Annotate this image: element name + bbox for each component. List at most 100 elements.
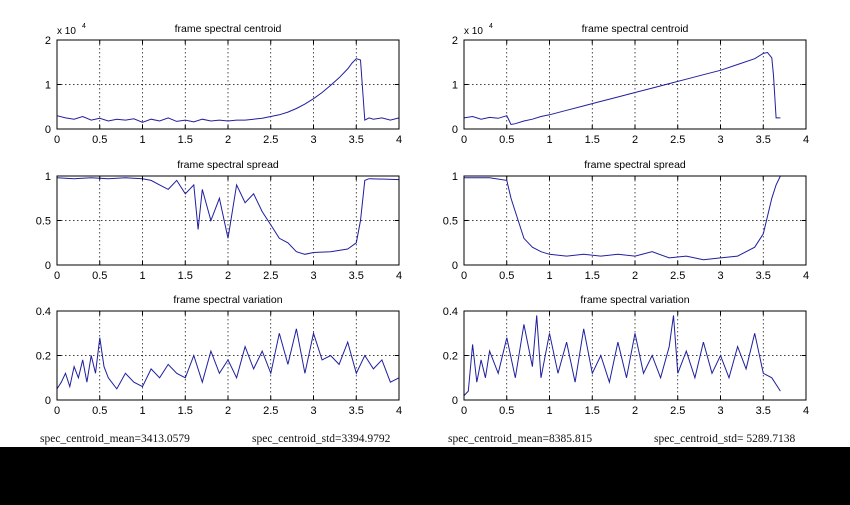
chart-panel-4: 0 0.5 1 1.5 2 2.5 3 3.5 4 0 0.5 1 frame spectral spr…	[443, 159, 809, 282]
y-tick-label: 0.5	[36, 216, 51, 228]
x-tick-label: 0	[461, 270, 467, 282]
data-series-line	[56, 177, 400, 255]
x-tick-label: 2	[632, 270, 638, 282]
data-series-line	[463, 51, 781, 126]
right-mean-stat: spec_centroid_mean=8385.815	[448, 433, 593, 445]
y-tick-label: 0.2	[443, 351, 458, 363]
chart-title: frame spectral centroid	[582, 23, 689, 35]
x-tick-label: 1.5	[178, 134, 193, 146]
data-series-line	[464, 175, 781, 261]
x-tick-label: 0	[461, 405, 467, 417]
x-tick-label: 0.5	[92, 270, 107, 282]
x-tick-label: 1	[139, 134, 145, 146]
right-std-stat: spec_centroid_std= 5289.7138	[654, 433, 796, 445]
x-tick-label: 1	[546, 270, 552, 282]
axis-multiplier: x 10	[464, 26, 483, 37]
x-tick-label: 2	[225, 405, 231, 417]
x-tick-label: 0.5	[92, 405, 107, 417]
axis-multiplier: x 10	[57, 26, 76, 37]
x-tick-label: 1	[139, 405, 145, 417]
chart-panel-2: 0 0.5 1 1.5 2 2.5 3 3.5 4 0 1 2 frame spectral centr…	[452, 23, 809, 146]
x-tick-label: 4	[803, 405, 809, 417]
x-tick-label: 2	[632, 134, 638, 146]
y-tick-label: 1	[45, 171, 51, 183]
x-tick-label: 3.5	[349, 405, 364, 417]
x-tick-label: 3	[717, 134, 723, 146]
x-tick-label: 1	[546, 405, 552, 417]
x-tick-label: 4	[396, 270, 402, 282]
x-tick-label: 1	[139, 270, 145, 282]
x-tick-label: 2.5	[670, 270, 685, 282]
chart-panel-5: 0 0.5 1 1.5 2 2.5 3 3.5 4 0 0.2 0.4 frame spectral v…	[36, 294, 402, 417]
x-tick-label: 3	[310, 134, 316, 146]
chart-title: frame spectral variation	[580, 294, 689, 306]
x-tick-label: 0.5	[499, 405, 514, 417]
x-tick-label: 2.5	[263, 405, 278, 417]
x-tick-label: 3	[310, 405, 316, 417]
chart-panel-1: 0 0.5 1 1.5 2 2.5 3 3.5 4 0 1 2 frame spectral centr…	[45, 23, 402, 146]
x-tick-label: 1.5	[585, 270, 600, 282]
axis-exponent: 4	[489, 23, 493, 30]
x-tick-label: 3	[717, 405, 723, 417]
x-tick-label: 2.5	[263, 270, 278, 282]
data-series-line	[56, 328, 400, 390]
x-tick-label: 4	[396, 405, 402, 417]
left-mean-stat: spec_centroid_mean=3413.0579	[40, 433, 190, 445]
x-tick-label: 0	[54, 405, 60, 417]
y-tick-label: 0.5	[443, 216, 458, 228]
x-tick-label: 0	[54, 270, 60, 282]
x-tick-label: 0	[461, 134, 467, 146]
y-tick-label: 0	[45, 395, 51, 407]
chart-title: frame spectral centroid	[175, 23, 282, 35]
y-tick-label: 1	[45, 80, 51, 92]
chart-title: frame spectral spread	[584, 159, 686, 171]
x-tick-label: 4	[803, 134, 809, 146]
y-tick-label: 1	[452, 171, 458, 183]
x-tick-label: 2.5	[670, 405, 685, 417]
y-tick-label: 0	[452, 124, 458, 136]
y-tick-label: 0.4	[36, 306, 51, 318]
axis-exponent: 4	[82, 23, 86, 30]
x-tick-label: 3	[310, 270, 316, 282]
x-tick-label: 2.5	[263, 134, 278, 146]
y-tick-label: 1	[452, 80, 458, 92]
x-tick-label: 2.5	[670, 134, 685, 146]
y-tick-label: 2	[45, 35, 51, 47]
chart-title: frame spectral variation	[173, 294, 282, 306]
x-tick-label: 3.5	[756, 134, 771, 146]
y-tick-label: 0.4	[443, 306, 458, 318]
x-tick-label: 4	[803, 270, 809, 282]
x-tick-label: 3.5	[349, 134, 364, 146]
x-tick-label: 1.5	[178, 270, 193, 282]
x-tick-label: 1.5	[585, 405, 600, 417]
left-std-stat: spec_centroid_std=3394.9792	[252, 433, 391, 445]
y-tick-label: 2	[452, 35, 458, 47]
x-tick-label: 2	[225, 134, 231, 146]
y-tick-label: 0	[452, 260, 458, 272]
data-series-line	[56, 58, 400, 123]
data-series-line	[463, 315, 781, 396]
y-tick-label: 0	[452, 395, 458, 407]
y-tick-label: 0	[45, 260, 51, 272]
x-tick-label: 3	[717, 270, 723, 282]
x-tick-label: 0	[54, 134, 60, 146]
x-tick-label: 1.5	[585, 134, 600, 146]
y-tick-label: 0	[45, 124, 51, 136]
x-tick-label: 1.5	[178, 405, 193, 417]
x-tick-label: 4	[396, 134, 402, 146]
black-mask-bar	[0, 447, 850, 505]
x-tick-label: 0.5	[499, 134, 514, 146]
chart-panel-6: 0 0.5 1 1.5 2 2.5 3 3.5 4 0 0.2 0.4 frame spectral v…	[443, 294, 809, 417]
x-tick-label: 2	[225, 270, 231, 282]
y-tick-label: 0.2	[36, 351, 51, 363]
x-tick-label: 3.5	[756, 270, 771, 282]
x-tick-label: 0.5	[499, 270, 514, 282]
x-tick-label: 0.5	[92, 134, 107, 146]
x-tick-label: 2	[632, 405, 638, 417]
chart-title: frame spectral spread	[177, 159, 279, 171]
x-tick-label: 3.5	[349, 270, 364, 282]
x-tick-label: 1	[546, 134, 552, 146]
x-tick-label: 3.5	[756, 405, 771, 417]
chart-panel-3: 0 0.5 1 1.5 2 2.5 3 3.5 4 0 0.5 1 frame spectral spr…	[36, 159, 402, 282]
